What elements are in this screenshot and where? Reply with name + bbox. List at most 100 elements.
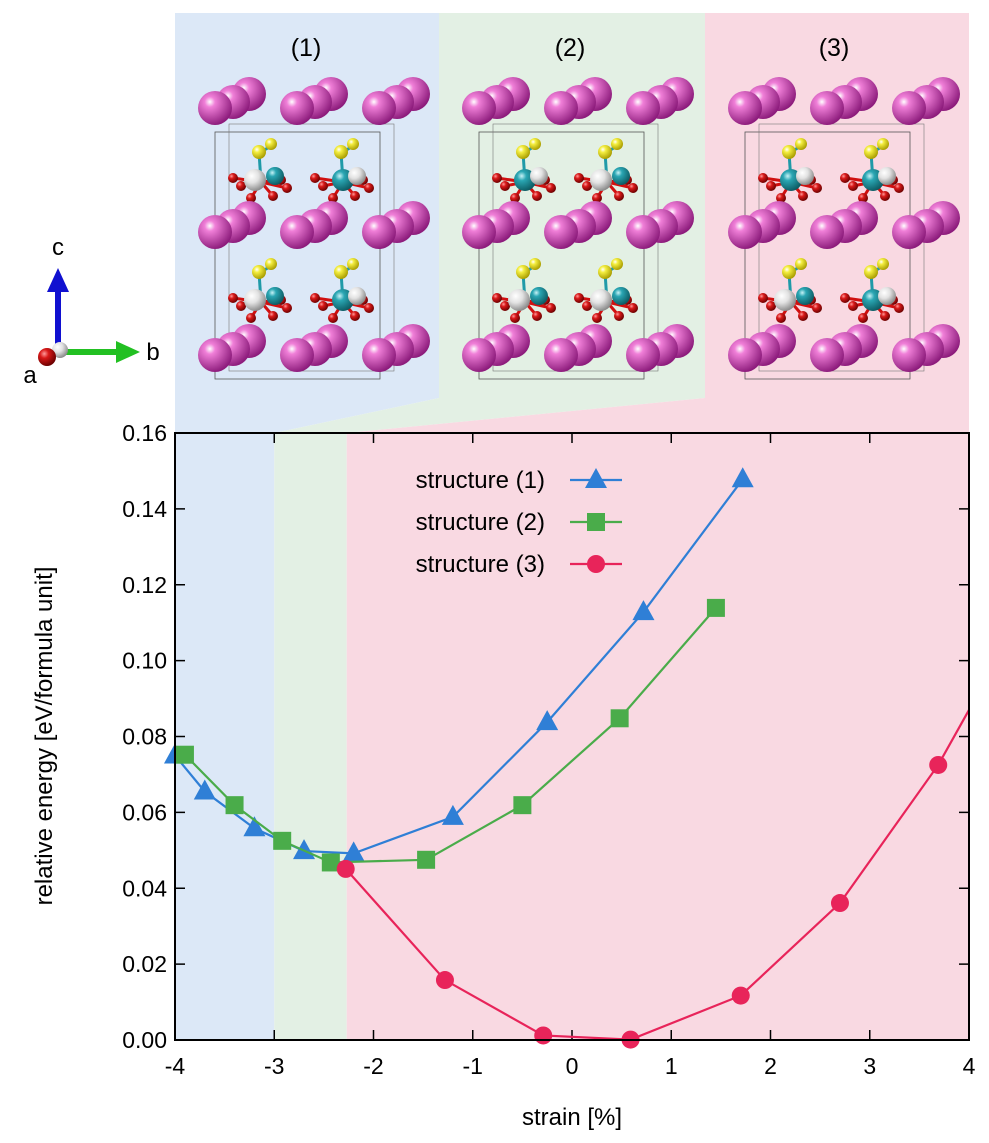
x-tick-label: 3: [863, 1053, 876, 1079]
crystal-1: [198, 77, 430, 380]
oxygen-atom: [574, 293, 584, 303]
oxygen-atom: [492, 293, 502, 303]
yellow-atom: [598, 145, 612, 159]
yellow-atom: [347, 258, 359, 270]
yellow-atom: [877, 138, 889, 150]
oxygen-atom: [546, 183, 556, 193]
data-point: [441, 804, 464, 825]
x-tick-label: -2: [363, 1053, 383, 1079]
yellow-atom: [334, 265, 348, 279]
y-tick-label: 0.16: [122, 420, 167, 446]
panel-labels: (1) (2) (3): [291, 34, 850, 62]
data-point: [929, 755, 948, 774]
oxygen-atom: [310, 293, 320, 303]
data-point: [336, 859, 355, 878]
y-axis-label: relative energy [eV/formula unit]: [31, 567, 58, 906]
x-tick-label: -3: [264, 1053, 284, 1079]
oxygen-atom: [592, 313, 602, 323]
data-point: [513, 796, 532, 815]
oxygen-atom: [546, 303, 556, 313]
metal-atom: [508, 289, 530, 311]
panel-label-3: (3): [819, 34, 850, 62]
crystal-3: [728, 77, 960, 380]
legend-marker: [585, 468, 607, 488]
yellow-atom: [795, 138, 807, 150]
yellow-atom: [782, 265, 796, 279]
y-tick-label: 0.04: [122, 875, 167, 901]
oxygen-atom: [228, 293, 238, 303]
large-atom: [544, 215, 578, 249]
energy-plot: 0.000.020.040.060.080.100.120.140.16 -4-…: [31, 420, 976, 1131]
large-atom: [280, 338, 314, 372]
y-ticks: 0.00 0.02 0.04 0.06 0.08 0.10 0.12 0.14 0.16: [122, 420, 969, 1053]
large-atom: [362, 338, 396, 372]
lattice-axes-indicator: c a b: [23, 234, 159, 389]
data-point: [417, 850, 436, 869]
oxygen-atom: [840, 173, 850, 183]
oxygen-atom: [328, 313, 338, 323]
b-arrowhead-icon: [116, 341, 140, 363]
large-atom: [280, 215, 314, 249]
series-line: [344, 709, 970, 1041]
oxygen-atom: [268, 311, 278, 321]
oxygen-atom: [858, 193, 868, 203]
data-point: [632, 600, 655, 621]
large-atom: [626, 338, 660, 372]
unit-cell: [492, 123, 659, 372]
metal-atom: [266, 167, 284, 185]
origin-sphere-icon: [52, 342, 68, 358]
oxygen-atom: [574, 173, 584, 183]
yellow-atom: [516, 265, 530, 279]
legend-label: structure (1): [416, 467, 545, 494]
region-1: [175, 433, 275, 1040]
metal-atom: [796, 287, 814, 305]
oxygen-atom: [766, 301, 776, 311]
legend-label: structure (3): [416, 551, 545, 578]
data-point: [435, 971, 454, 990]
data-point: [243, 816, 266, 837]
large-atom: [892, 91, 926, 125]
yellow-atom: [611, 138, 623, 150]
oxygen-atom: [364, 183, 374, 193]
large-atom: [728, 338, 762, 372]
oxygen-atom: [492, 173, 502, 183]
large-atom: [626, 215, 660, 249]
data-point: [175, 745, 194, 764]
metal-atom: [612, 167, 630, 185]
series-2: [175, 598, 725, 872]
oxygen-atom: [880, 191, 890, 201]
unit-cell: [744, 131, 911, 380]
oxygen-atom: [614, 191, 624, 201]
yellow-atom: [265, 138, 277, 150]
yellow-atom: [347, 138, 359, 150]
unit-cell: [214, 131, 381, 380]
large-atom: [198, 91, 232, 125]
data-point: [706, 598, 725, 617]
data-point: [610, 709, 629, 728]
metal-atom: [348, 167, 366, 185]
c-arrowhead-icon: [47, 268, 69, 292]
x-tick-label: 0: [566, 1053, 579, 1079]
large-atom: [462, 338, 496, 372]
x-tick-label: -1: [463, 1053, 483, 1079]
large-atom: [462, 215, 496, 249]
crystal-structures: [198, 77, 960, 380]
structure-panels: [175, 13, 969, 398]
region-2: [274, 433, 347, 1040]
data-point: [273, 831, 292, 850]
oxygen-atom: [236, 301, 246, 311]
b-axis-label: b: [146, 339, 159, 366]
oxygen-atom: [318, 181, 328, 191]
oxygen-atom: [532, 311, 542, 321]
x-tick-label: 1: [665, 1053, 678, 1079]
large-atom: [728, 91, 762, 125]
yellow-atom: [864, 145, 878, 159]
large-atom: [280, 91, 314, 125]
oxygen-atom: [318, 301, 328, 311]
oxygen-atom: [500, 301, 510, 311]
oxygen-atom: [510, 313, 520, 323]
oxygen-atom: [582, 301, 592, 311]
strain-regions: [175, 433, 969, 1040]
oxygen-atom: [364, 303, 374, 313]
c-axis-label: c: [52, 234, 64, 261]
